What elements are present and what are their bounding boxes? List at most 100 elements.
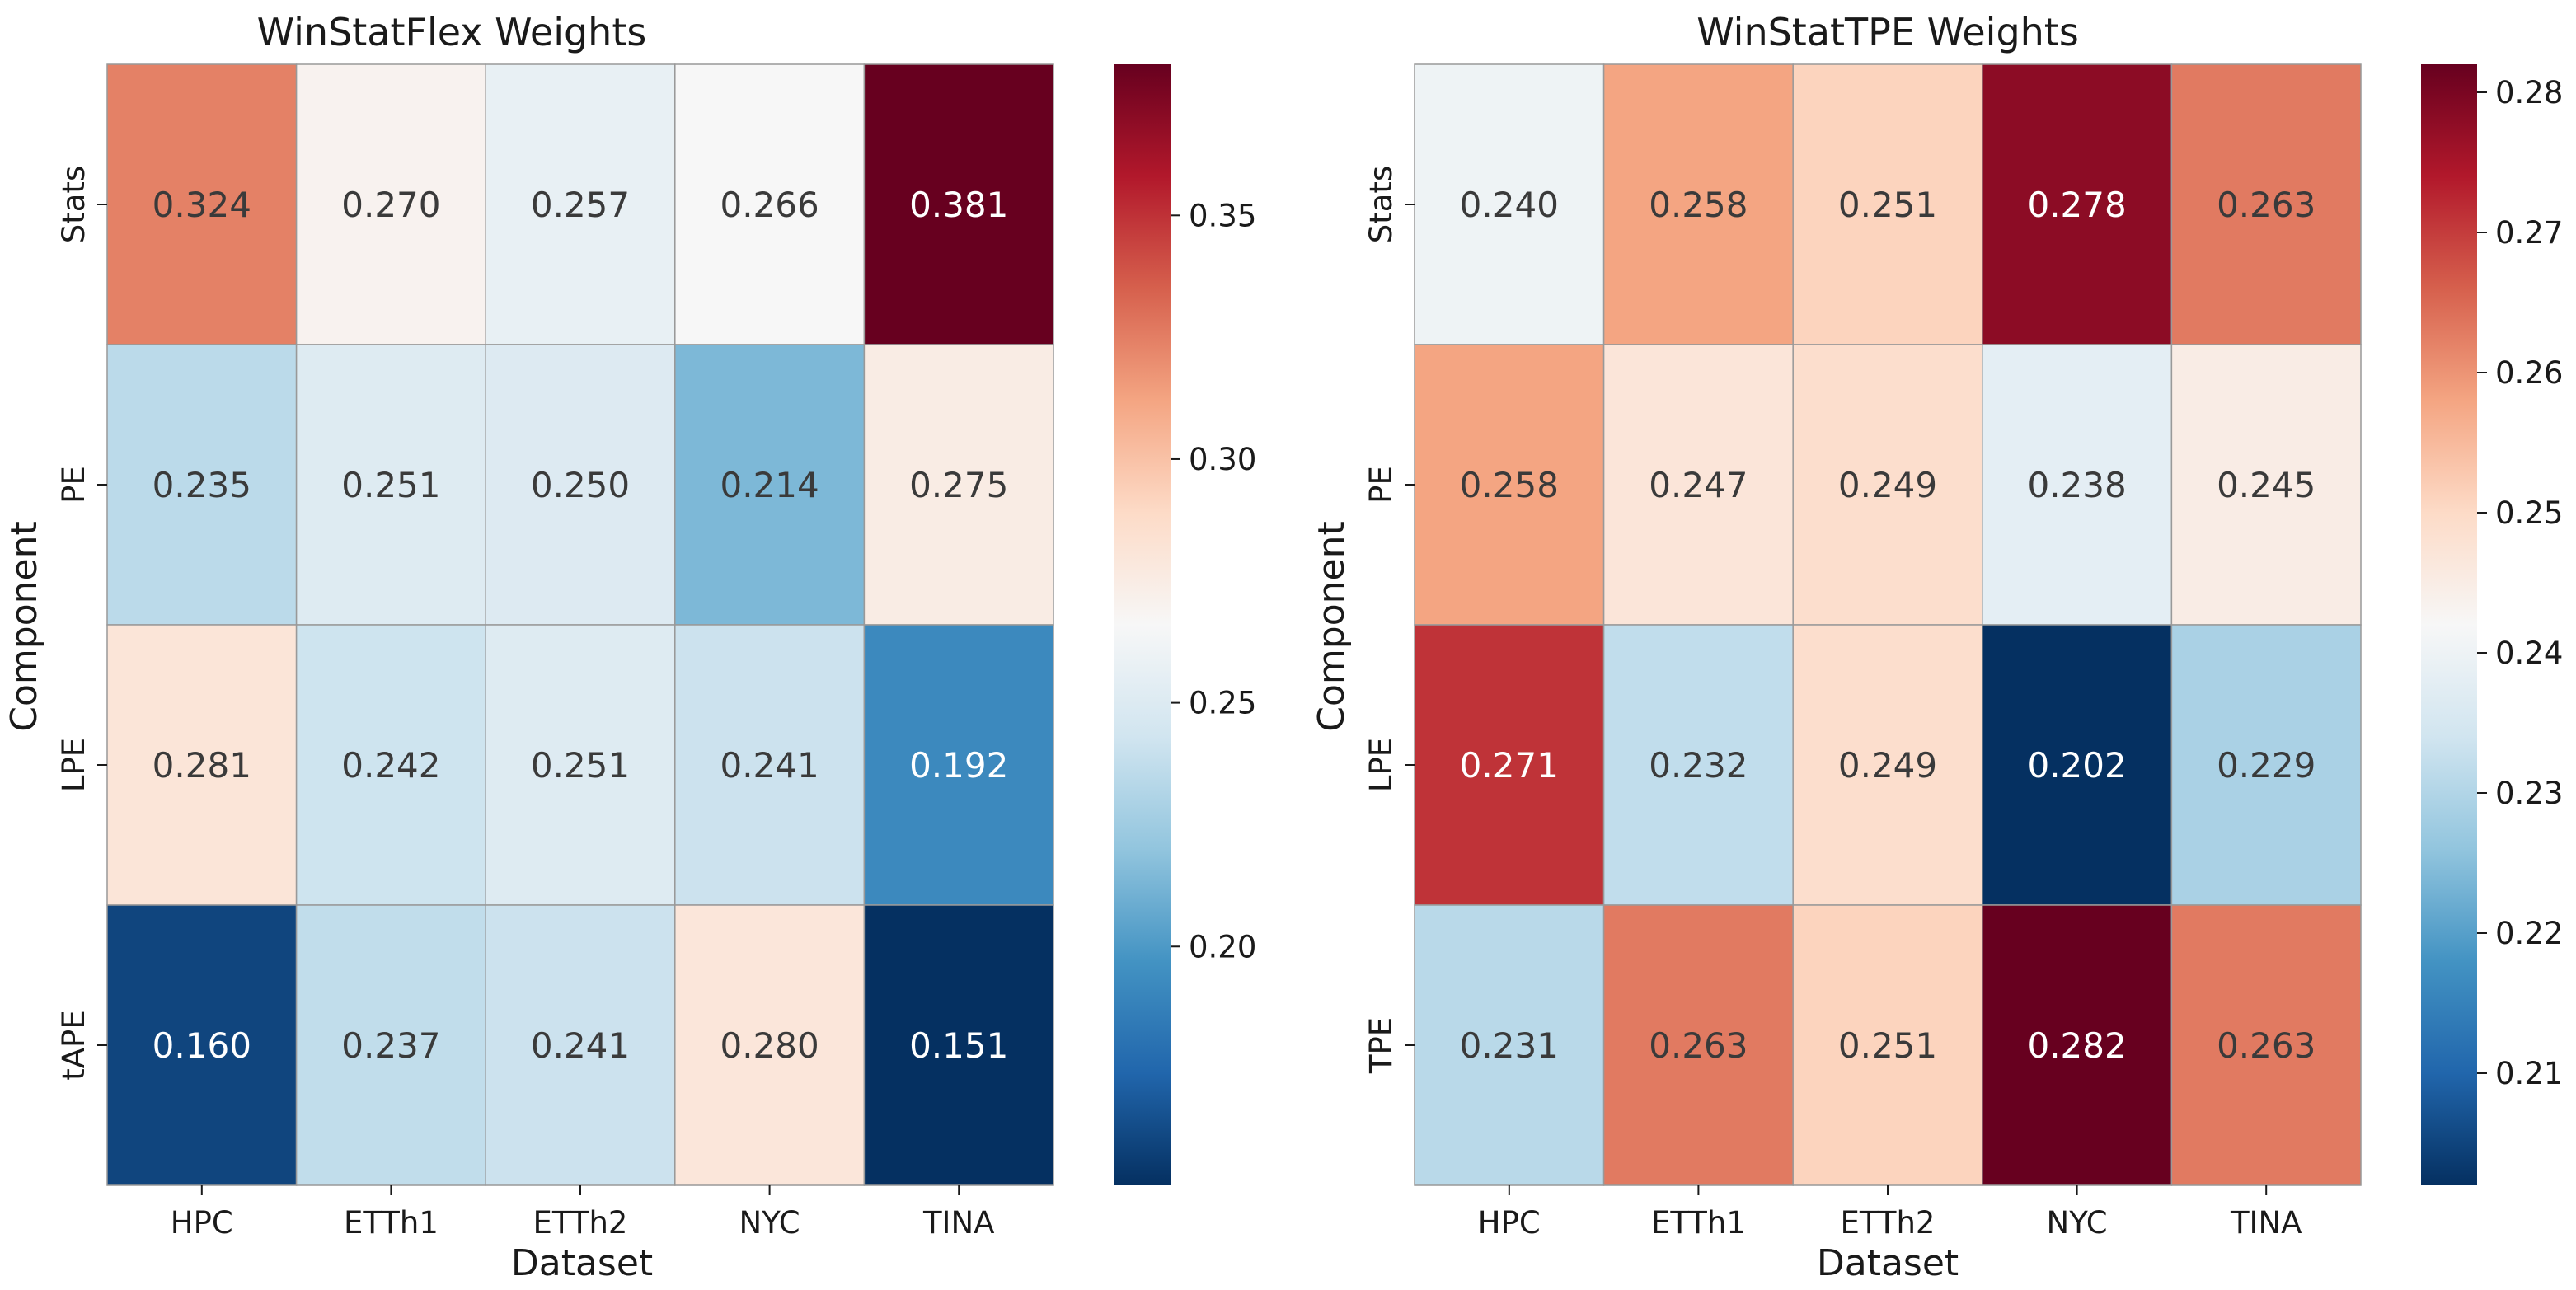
cell-value-label: 0.249: [1838, 465, 1937, 505]
colorbar-tick-label: 0.21: [2495, 1056, 2563, 1091]
cell-value-label: 0.235: [152, 465, 251, 505]
colorbar: 0.20 0.25 0.30 0.35: [1114, 64, 1256, 1185]
heatmap-cell: [295, 904, 486, 1186]
heatmap-cell: [1602, 63, 1794, 345]
cell-value-label: 0.258: [1649, 185, 1748, 225]
cell-value-label: 0.271: [1460, 745, 1559, 786]
cell-value-label: 0.263: [2217, 1025, 2316, 1066]
cell-value-label: 0.257: [531, 185, 630, 225]
cell-value-label: 0.242: [341, 745, 440, 786]
heatmap-cell: [1414, 624, 1605, 906]
heatmap-cell: [1792, 624, 1983, 906]
heatmap-panel-winstatflex: WinStatFlex Weights Dataset Component 0.…: [3, 10, 1256, 1284]
cell-value-label: 0.249: [1838, 745, 1937, 786]
heatmap-cells: 0.240 0.258 0.251 0.278 0.263 0.258 0.247 0.249…: [1414, 63, 2362, 1186]
heatmap-cell: [485, 904, 676, 1186]
heatmap-cell: [1982, 904, 2173, 1186]
cell-value-label: 0.280: [720, 1025, 819, 1066]
cell-value-label: 0.251: [1838, 1025, 1937, 1066]
x-axis-label: Dataset: [511, 1242, 653, 1284]
heatmap-panel-winstattpe: WinStatTPE Weights Dataset Component 0.2…: [1311, 10, 2563, 1284]
cell-value-label: 0.241: [720, 745, 819, 786]
cell-value-label: 0.258: [1460, 465, 1559, 505]
heatmap-cell: [106, 63, 298, 345]
colorbar-tick-label: 0.23: [2495, 776, 2563, 811]
heatmap-cell: [674, 624, 866, 906]
cell-value-label: 0.240: [1460, 185, 1559, 225]
x-tick-label: ETTh2: [1841, 1205, 1936, 1241]
cell-value-label: 0.238: [2027, 465, 2126, 505]
cell-value-label: 0.232: [1649, 745, 1748, 786]
cell-value-label: 0.214: [720, 465, 819, 505]
y-tick-label: LPE: [1363, 738, 1399, 792]
cell-value-label: 0.282: [2027, 1025, 2126, 1066]
heatmap-cell: [863, 63, 1054, 345]
heatmap-cell: [863, 904, 1054, 1186]
cell-value-label: 0.202: [2027, 745, 2126, 786]
y-tick-label: PE: [56, 466, 91, 504]
colorbar-tick-label: 0.25: [1189, 686, 1256, 721]
heatmap-cell: [863, 344, 1054, 626]
cell-value-label: 0.231: [1460, 1025, 1559, 1066]
heatmap-cell: [485, 63, 676, 345]
colorbar-tick-label: 0.25: [2495, 495, 2563, 531]
heatmap-cell: [2170, 344, 2362, 626]
x-tick-label: TINA: [2230, 1205, 2302, 1241]
cell-value-label: 0.381: [909, 185, 1008, 225]
x-tick-label: HPC: [171, 1205, 233, 1241]
heatmap-cell: [1982, 624, 2173, 906]
cell-value-label: 0.251: [1838, 185, 1937, 225]
y-ticks: Stats PE LPE tAPE: [56, 166, 107, 1081]
cell-value-label: 0.160: [152, 1025, 251, 1066]
cell-value-label: 0.266: [720, 185, 819, 225]
chart-title: WinStatTPE Weights: [1696, 10, 2079, 54]
x-tick-label: ETTh1: [1651, 1205, 1746, 1241]
heatmap-cell: [1602, 624, 1794, 906]
x-tick-label: NYC: [739, 1205, 800, 1241]
y-tick-label: Stats: [56, 166, 91, 243]
heatmap-cell: [295, 624, 486, 906]
heatmap-cell: [2170, 904, 2362, 1186]
y-axis-label: Component: [1311, 521, 1353, 731]
colorbar-tick-label: 0.24: [2495, 636, 2563, 671]
heatmap-cell: [1982, 63, 2173, 345]
heatmap-cell: [295, 344, 486, 626]
y-ticks: Stats PE LPE TPE: [1363, 166, 1415, 1074]
heatmap-cell: [1602, 904, 1794, 1186]
x-tick-label: ETTh1: [344, 1205, 439, 1241]
cell-value-label: 0.275: [909, 465, 1008, 505]
heatmap-cell: [1792, 344, 1983, 626]
cell-value-label: 0.270: [341, 185, 440, 225]
y-tick-label: PE: [1363, 466, 1399, 504]
colorbar-gradient: [1114, 64, 1171, 1185]
x-tick-label: ETTh2: [533, 1205, 628, 1241]
cell-value-label: 0.192: [909, 745, 1008, 786]
x-tick-label: HPC: [1478, 1205, 1541, 1241]
cell-value-label: 0.247: [1649, 465, 1748, 505]
heatmap-cell: [2170, 63, 2362, 345]
colorbar-tick-label: 0.20: [1189, 929, 1256, 964]
colorbar: 0.21 0.22 0.23 0.24 0.25 0.26 0.27 0.28: [2421, 64, 2563, 1185]
y-tick-label: tAPE: [56, 1010, 91, 1081]
y-tick-label: LPE: [56, 738, 91, 792]
cell-value-label: 0.241: [531, 1025, 630, 1066]
colorbar-tick-label: 0.35: [1189, 198, 1256, 233]
colorbar-tick-label: 0.30: [1189, 442, 1256, 477]
heatmap-cell: [485, 624, 676, 906]
heatmap-cell: [2170, 624, 2362, 906]
heatmap-cell: [295, 63, 486, 345]
x-tick-label: TINA: [922, 1205, 995, 1241]
heatmap-cell: [106, 344, 298, 626]
colorbar-tick-label: 0.26: [2495, 355, 2563, 391]
y-tick-label: TPE: [1363, 1017, 1399, 1074]
cell-value-label: 0.237: [341, 1025, 440, 1066]
heatmap-cell: [1792, 63, 1983, 345]
x-tick-label: NYC: [2047, 1205, 2108, 1241]
y-tick-label: Stats: [1363, 166, 1399, 243]
cell-value-label: 0.245: [2217, 465, 2316, 505]
heatmap-cell: [674, 63, 866, 345]
colorbar-tick-label: 0.28: [2495, 75, 2563, 110]
x-axis-label: Dataset: [1817, 1242, 1959, 1284]
cell-value-label: 0.263: [1649, 1025, 1748, 1066]
